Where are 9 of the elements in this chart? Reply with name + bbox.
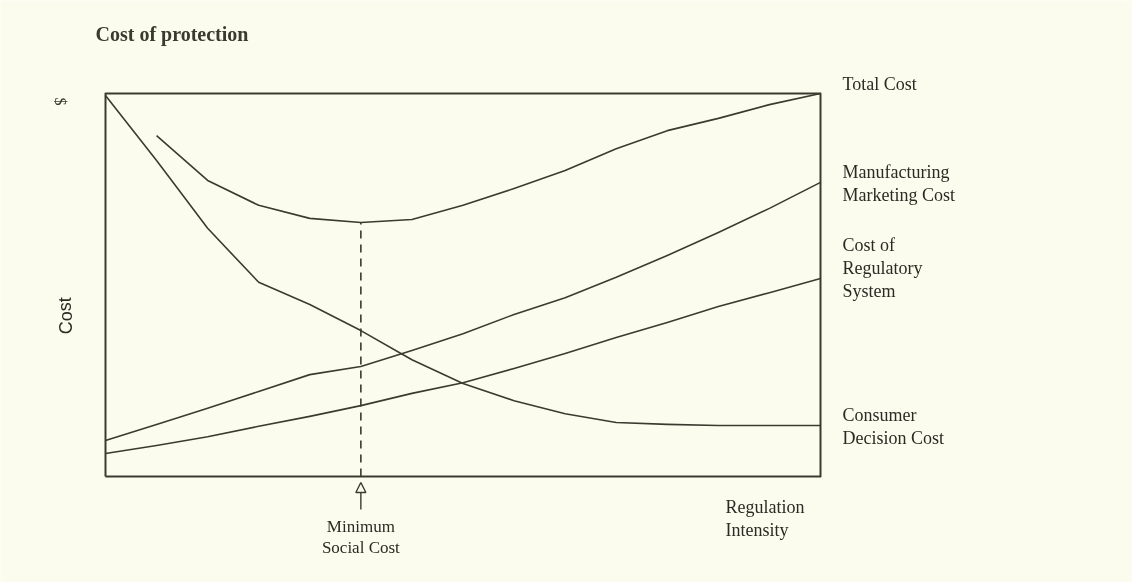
text: Minimum Social Cost bbox=[321, 516, 401, 558]
text: $ bbox=[52, 97, 69, 106]
series-label: Manufacturing Marketing Cost bbox=[842, 161, 955, 205]
series-label: Consumer Decision Cost bbox=[842, 405, 944, 449]
series-label: Total Cost bbox=[842, 73, 917, 94]
y-axis-title: Cost bbox=[55, 297, 76, 335]
series-label: Cost of Regulatory System bbox=[842, 235, 923, 302]
x-axis-title: Regulation Intensity bbox=[725, 496, 805, 540]
chart-title: Cost of protection bbox=[95, 22, 249, 46]
